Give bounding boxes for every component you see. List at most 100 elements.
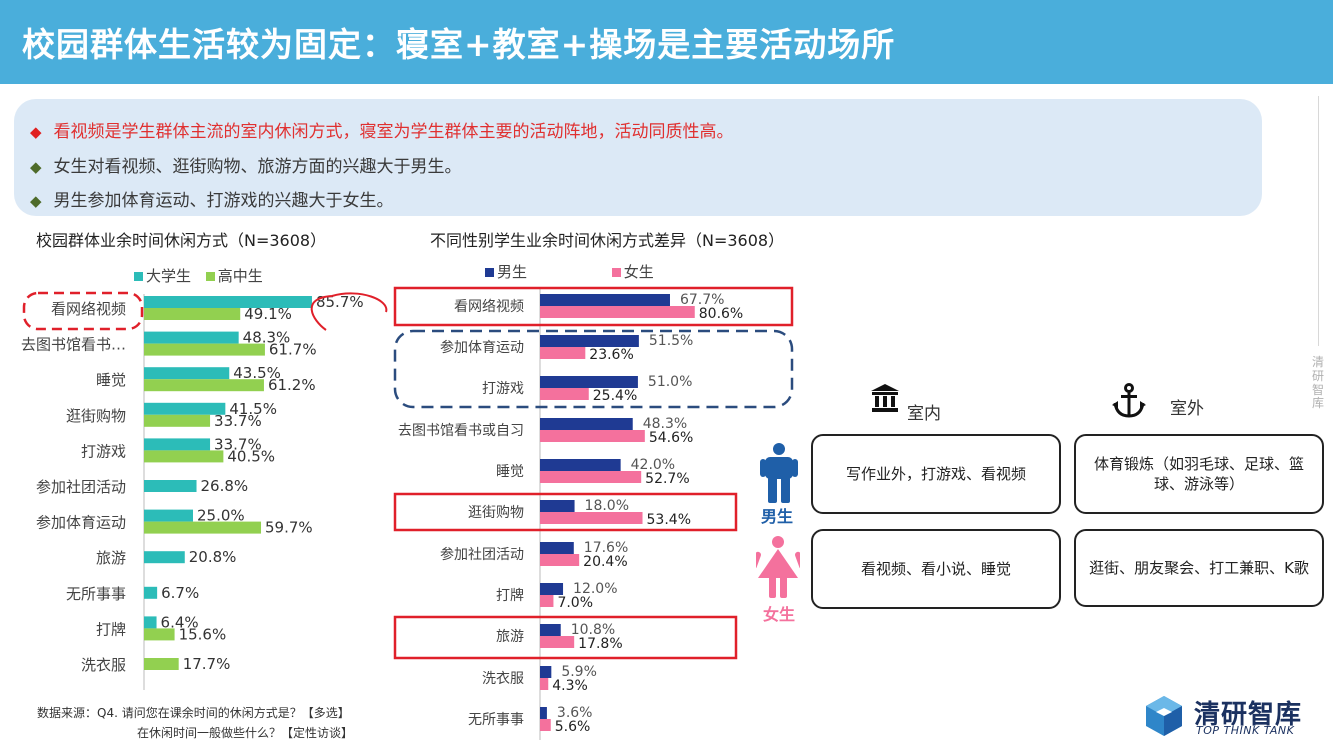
right-chart-legend: 男生 女生	[485, 261, 664, 282]
male-label: 男生	[761, 507, 794, 526]
summary-point-text: 女生对看视频、逛街购物、旅游方面的兴趣大于男生。	[53, 157, 462, 177]
right-value-label-female: 5.6%	[555, 719, 591, 735]
left-category-label: 去图书馆看书…	[21, 336, 126, 354]
left-highlight-dashed-box	[22, 291, 144, 331]
right-value-label-female: 23.6%	[589, 347, 633, 363]
female-indoor-box: 看视频、看小说、睡觉	[811, 529, 1061, 609]
right-value-label-male: 5.9%	[561, 664, 597, 680]
right-value-label-female: 80.6%	[699, 306, 743, 322]
right-highlight-box-video	[393, 286, 794, 327]
legend-label: 大学生	[146, 267, 192, 285]
brand-logo-icon	[1142, 694, 1186, 742]
right-bar-female	[540, 306, 695, 318]
left-category-label: 参加社团活动	[36, 478, 126, 496]
left-highlight-circle	[310, 292, 388, 331]
title-bar: 校园群体生活较为固定：寝室+教室+操场是主要活动场所	[0, 0, 1333, 84]
right-bar-female	[540, 388, 589, 400]
summary-point-text: 男生参加体育运动、打游戏的兴趣大于女生。	[53, 191, 394, 211]
left-value-label-college: 25.0%	[197, 507, 245, 525]
legend-item: 大学生	[134, 267, 191, 285]
left-value-label-highschool: 49.1%	[244, 305, 292, 323]
right-value-label-female: 4.3%	[552, 678, 588, 694]
legend-swatch	[205, 272, 215, 281]
left-bar-college	[144, 586, 158, 599]
diamond-icon: ◆	[30, 123, 42, 141]
male-outdoor-box: 体育锻炼（如羽毛球、足球、篮球、游泳等）	[1074, 434, 1324, 514]
right-bar-male	[540, 459, 621, 471]
right-value-label-female: 54.6%	[649, 430, 693, 446]
right-bar-male	[540, 500, 575, 512]
right-bar-male	[540, 583, 564, 595]
female-outdoor-box: 逛街、朋友聚会、打工兼职、K歌	[1074, 529, 1324, 607]
right-bar-male	[540, 376, 638, 388]
left-value-label-highschool: 40.5%	[227, 447, 275, 465]
right-bar-female	[540, 512, 643, 524]
right-value-label-female: 7.0%	[557, 595, 593, 611]
brand-name: 清研智库	[1194, 700, 1303, 730]
left-bar-college	[144, 296, 312, 308]
right-category-label: 打牌	[496, 587, 524, 604]
legend-item: 男生	[485, 263, 527, 281]
right-category-label: 旅游	[496, 629, 524, 645]
left-bar-highschool	[144, 343, 265, 356]
left-bar-college	[144, 438, 211, 451]
left-bar-college	[144, 402, 226, 415]
summary-point-2: ◆ 女生对看视频、逛街购物、旅游方面的兴趣大于男生。	[30, 152, 462, 177]
right-value-label-male: 12.0%	[573, 581, 617, 597]
left-bar-highschool	[144, 308, 241, 320]
summary-point-1: ◆ 看视频是学生群体主流的室内休闲方式，寝室为学生群体主要的活动阵地，活动同质性高…	[30, 117, 734, 142]
right-highlight-dashed-box	[393, 329, 794, 409]
left-chart-legend: 大学生 高中生	[134, 265, 273, 286]
right-value-label-male: 48.3%	[643, 416, 687, 432]
left-bar-college	[144, 509, 193, 522]
footnote-line-1: 数据来源：Q4. 请问您在课余时间的休闲方式是？【多选】	[37, 706, 350, 720]
right-bar-male	[540, 418, 633, 430]
right-value-label-male: 10.8%	[571, 622, 615, 638]
right-value-label-male: 18.0%	[585, 498, 629, 514]
right-value-label-male: 51.5%	[649, 333, 693, 349]
left-chart-title: 校园群体业余时间休闲方式（N=3608）	[36, 231, 327, 250]
left-bar-college	[144, 331, 239, 344]
female-label: 女生	[763, 605, 796, 624]
side-brand: 清研智库	[1311, 355, 1324, 411]
legend-label: 男生	[497, 263, 528, 281]
legend-swatch	[485, 268, 494, 277]
left-bar-college	[144, 551, 185, 564]
male-indoor-box: 写作业外，打游戏、看视频	[811, 434, 1061, 514]
right-category-label: 无所事事	[468, 712, 524, 728]
legend-label: 女生	[623, 263, 654, 281]
right-category-label: 参加社团活动	[440, 546, 524, 563]
right-bar-male	[540, 294, 670, 306]
male-person-icon	[758, 443, 800, 507]
left-category-label: 看网络视频	[51, 300, 126, 318]
footnote-line-2: 在休闲时间一般做些什么？【定性访谈】	[137, 726, 354, 740]
indoor-label: 室内	[907, 404, 941, 424]
right-value-label-male: 3.6%	[557, 705, 593, 721]
left-bar-highschool	[144, 414, 211, 427]
right-category-label: 打游戏	[482, 380, 524, 397]
left-value-label-college: 20.8%	[189, 548, 237, 566]
right-bar-male	[540, 624, 561, 636]
left-category-label: 洗衣服	[81, 656, 126, 674]
left-value-label-college: 33.7%	[214, 435, 262, 453]
left-value-label-college: 41.5%	[229, 400, 277, 418]
left-bar-highschool	[144, 521, 262, 534]
left-category-label: 旅游	[96, 549, 126, 567]
left-category-label: 无所事事	[66, 585, 126, 603]
left-bar-college	[144, 367, 230, 380]
right-bar-male	[540, 335, 639, 347]
right-value-label-male: 42.0%	[631, 457, 675, 473]
right-bar-female	[540, 471, 642, 483]
left-bar-highschool	[144, 658, 179, 670]
legend-label: 高中生	[217, 267, 263, 285]
right-category-label: 去图书馆看书或自习	[398, 423, 524, 439]
left-bar-highschool	[144, 450, 224, 463]
legend-item: 高中生	[205, 267, 263, 285]
right-value-label-female: 20.4%	[583, 554, 627, 570]
right-highlight-box-shopping	[393, 492, 738, 532]
left-value-label-highschool: 17.7%	[183, 655, 231, 673]
right-bar-female	[540, 347, 586, 359]
left-category-label: 逛街购物	[66, 407, 126, 425]
right-value-label-male: 51.0%	[648, 374, 692, 390]
